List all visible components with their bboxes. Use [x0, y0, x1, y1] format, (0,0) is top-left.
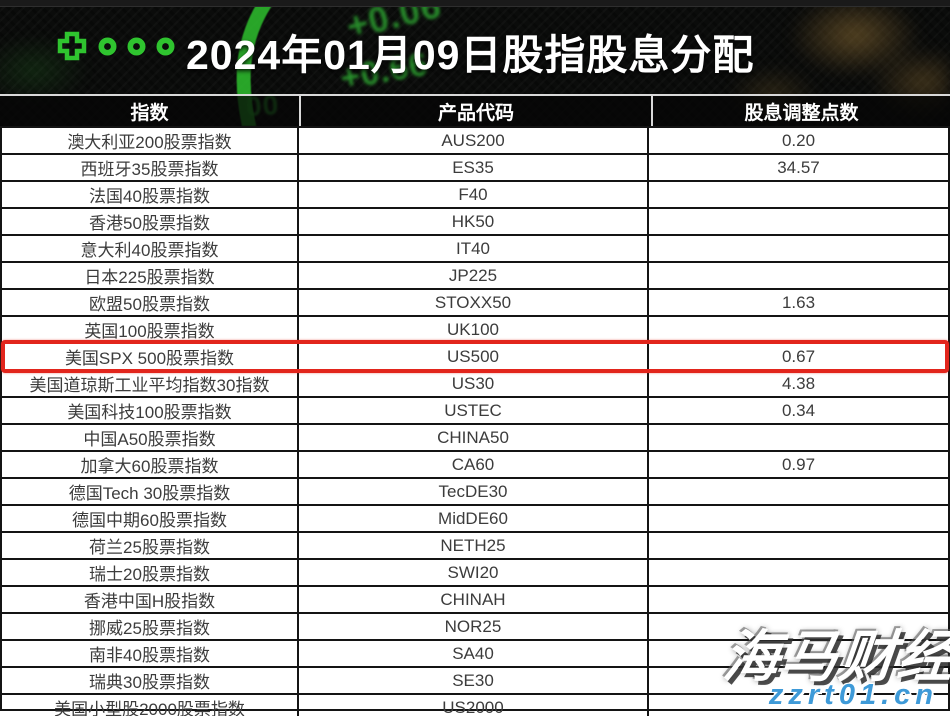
table-row: 法国40股票指数 F40 — [2, 182, 948, 209]
cell-index-name: 澳大利亚200股票指数 — [2, 128, 299, 153]
top-strip — [0, 0, 950, 7]
cell-product-code: US30 — [299, 371, 649, 396]
cell-index-name: 英国100股票指数 — [2, 317, 299, 342]
cell-index-name: 香港50股票指数 — [2, 209, 299, 234]
table-row: 美国科技100股票指数 USTEC 0.34 — [2, 398, 948, 425]
cell-index-name: 意大利40股票指数 — [2, 236, 299, 261]
table-row: 英国100股票指数 UK100 — [2, 317, 948, 344]
cell-product-code: JP225 — [299, 263, 649, 288]
logo — [56, 30, 175, 62]
cell-product-code: CHINA50 — [299, 425, 649, 450]
table-row: 南非40股票指数 SA40 — [2, 641, 948, 668]
cell-index-name: 南非40股票指数 — [2, 641, 299, 666]
cell-dividend-points: 34.57 — [777, 157, 820, 177]
table-row: 美国道琼斯工业平均指数30指数 US30 4.38 — [2, 371, 948, 398]
cell-index-name: 法国40股票指数 — [2, 182, 299, 207]
cell-dividend-points — [649, 506, 948, 531]
cell-dividend-points: 1.63 — [781, 292, 816, 312]
column-header-product-code: 产品代码 — [299, 96, 651, 126]
cell-index-name: 香港中国H股指数 — [2, 587, 299, 612]
cell-dividend-points — [649, 182, 948, 207]
cell-index-name: 欧盟50股票指数 — [2, 290, 299, 315]
cell-dividend-points — [649, 560, 948, 585]
table-row: 德国Tech 30股票指数 TecDE30 — [2, 479, 948, 506]
cell-dividend-points — [649, 209, 948, 234]
cell-dividend-points: 0.97 — [781, 454, 816, 474]
cell-product-code: NOR25 — [299, 614, 649, 639]
cell-dividend-points: 0.67 — [781, 346, 816, 366]
cell-index-name: 中国A50股票指数 — [2, 425, 299, 450]
cell-dividend-points — [649, 533, 948, 558]
dot-icon — [156, 37, 175, 55]
cell-dividend-points: 4.38 — [781, 373, 816, 393]
dot-icon — [98, 37, 117, 55]
table-row: 荷兰25股票指数 NETH25 — [2, 533, 948, 560]
column-header-dividend-points: 股息调整点数 — [651, 96, 950, 126]
cell-product-code: CA60 — [299, 452, 649, 477]
cell-product-code: SWI20 — [299, 560, 649, 585]
cell-index-name: 德国Tech 30股票指数 — [2, 479, 299, 504]
cell-index-name: 日本225股票指数 — [2, 263, 299, 288]
cell-product-code: SE30 — [299, 668, 649, 693]
dot-icon — [127, 37, 146, 55]
table-row: 加拿大60股票指数 CA60 0.97 — [2, 452, 948, 479]
cell-dividend-points — [649, 479, 948, 504]
cell-index-name: 美国小型股2000股票指数 — [2, 695, 299, 716]
cell-product-code: USTEC — [299, 398, 649, 423]
cell-product-code: NETH25 — [299, 533, 649, 558]
cell-index-name: 加拿大60股票指数 — [2, 452, 299, 477]
cell-index-name: 德国中期60股票指数 — [2, 506, 299, 531]
cell-dividend-points: 0.34 — [781, 400, 816, 420]
cell-product-code: F40 — [299, 182, 649, 207]
table-row: 瑞士20股票指数 SWI20 — [2, 560, 948, 587]
cell-product-code: MidDE60 — [299, 506, 649, 531]
cell-index-name: 美国SPX 500股票指数 — [2, 344, 299, 369]
cell-product-code: STOXX50 — [299, 290, 649, 315]
page-title: 2024年01月09日股指股息分配 — [186, 32, 755, 78]
table-body: 澳大利亚200股票指数 AUS200 0.20 西班牙35股票指数 ES35 3… — [0, 126, 950, 716]
cell-product-code: US500 — [299, 344, 649, 369]
table-row: 意大利40股票指数 IT40 — [2, 236, 948, 263]
column-header-index: 指数 — [0, 96, 299, 126]
cell-index-name: 美国科技100股票指数 — [2, 398, 299, 423]
cell-index-name: 荷兰25股票指数 — [2, 533, 299, 558]
watermark-site: zzrt01.cn — [768, 679, 938, 711]
cell-product-code: HK50 — [299, 209, 649, 234]
cell-index-name: 瑞典30股票指数 — [2, 668, 299, 693]
table-row: 中国A50股票指数 CHINA50 — [2, 425, 948, 452]
table-row: 美国SPX 500股票指数 US500 0.67 — [1, 340, 949, 373]
table-row: 欧盟50股票指数 STOXX50 1.63 — [2, 290, 948, 317]
cell-dividend-points — [649, 317, 948, 342]
cell-product-code: IT40 — [299, 236, 649, 261]
header-banner: +0.06 +0.66 00 2024年01月09日股指股息分配 指数 产 — [0, 0, 950, 126]
cell-dividend-points — [649, 587, 948, 612]
table-row: 瑞典30股票指数 SE30 — [2, 668, 948, 695]
table-row: 挪威25股票指数 NOR25 — [2, 614, 948, 641]
cell-dividend-points — [649, 236, 948, 261]
table-row: 德国中期60股票指数 MidDE60 — [2, 506, 948, 533]
cell-product-code: US2000 — [299, 695, 649, 716]
table-row: 西班牙35股票指数 ES35 34.57 — [2, 155, 948, 182]
table-row: 澳大利亚200股票指数 AUS200 0.20 — [2, 128, 948, 155]
table-row: 香港中国H股指数 CHINAH — [2, 587, 948, 614]
cell-dividend-points: 0.20 — [781, 130, 816, 150]
cell-dividend-points — [649, 263, 948, 288]
table-row: 日本225股票指数 JP225 — [2, 263, 948, 290]
plus-icon — [57, 31, 87, 61]
cell-product-code: TecDE30 — [299, 479, 649, 504]
cell-product-code: AUS200 — [299, 128, 649, 153]
cell-index-name: 挪威25股票指数 — [2, 614, 299, 639]
cell-product-code: UK100 — [299, 317, 649, 342]
cell-index-name: 美国道琼斯工业平均指数30指数 — [2, 371, 299, 396]
table-header-row: 指数 产品代码 股息调整点数 — [0, 94, 950, 126]
cell-dividend-points — [649, 425, 948, 450]
cell-product-code: ES35 — [299, 155, 649, 180]
cell-product-code: CHINAH — [299, 587, 649, 612]
cell-index-name: 瑞士20股票指数 — [2, 560, 299, 585]
cell-index-name: 西班牙35股票指数 — [2, 155, 299, 180]
cell-product-code: SA40 — [299, 641, 649, 666]
table-row: 美国小型股2000股票指数 US2000 — [2, 695, 948, 716]
table-row: 香港50股票指数 HK50 — [2, 209, 948, 236]
